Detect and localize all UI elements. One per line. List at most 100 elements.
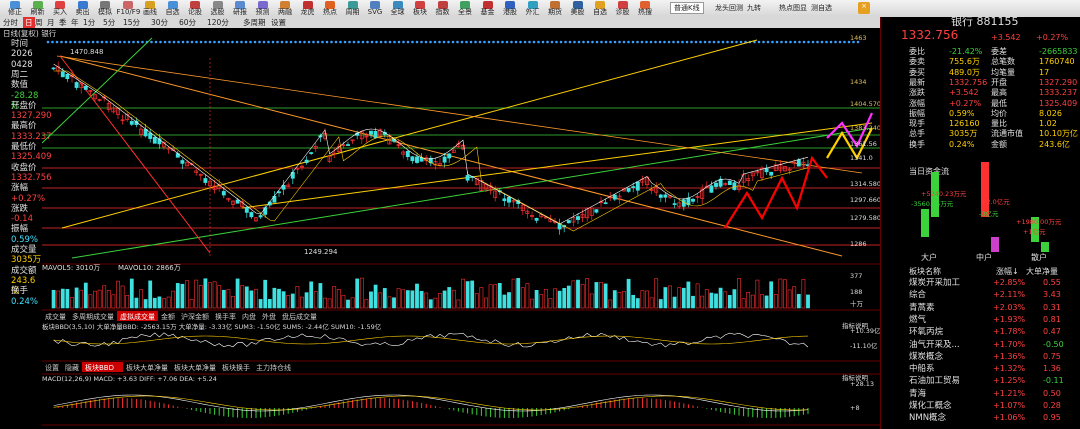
sector-header[interactable]: 涨幅↓	[996, 267, 1019, 276]
volume-bar	[635, 298, 640, 309]
volume-bar	[580, 284, 585, 309]
close-icon[interactable]: ×	[858, 2, 870, 14]
toolbar-icon	[100, 1, 110, 9]
toolbar-right-button[interactable]: 龙头回测	[715, 4, 743, 12]
candle-body	[695, 196, 700, 198]
candle-body	[157, 138, 162, 145]
sector-name[interactable]: 煤炭开采加工	[909, 278, 961, 288]
volume-bar	[576, 279, 580, 309]
timeline-dot	[96, 40, 99, 44]
toolbar-button[interactable]: 热点	[319, 1, 341, 16]
quote-value: -2665833	[1039, 47, 1078, 56]
toolbar-button[interactable]: 指数	[432, 1, 454, 16]
toolbar-button[interactable]: 两融	[274, 1, 296, 16]
toolbar-button[interactable]: 周期	[342, 1, 364, 16]
sector-name[interactable]: 青海	[909, 388, 927, 399]
timeline-dot	[816, 40, 819, 44]
toolbar-button[interactable]: 自选	[162, 1, 184, 16]
toolbar-button[interactable]: F10/F9	[117, 1, 140, 16]
sector-name[interactable]: 中船系	[909, 364, 935, 375]
toolbar-button[interactable]: 期货	[544, 1, 566, 16]
timeline-dot	[438, 40, 441, 44]
toolbar-button[interactable]: 全球	[387, 1, 409, 16]
volume-bar	[796, 293, 801, 309]
period-tab[interactable]: 30分	[151, 18, 169, 27]
timeline-dot	[600, 40, 603, 44]
period-tab[interactable]: 1分	[83, 18, 96, 27]
toolbar-icon	[640, 1, 650, 9]
period-tab[interactable]: 分时	[3, 18, 18, 27]
toolbar-button[interactable]: 板块	[409, 1, 431, 16]
info-high: 1333.237	[11, 131, 52, 142]
toolbar-button[interactable]: 卖出	[72, 1, 94, 16]
info-change: -0.14	[11, 214, 33, 225]
sector-net: 3.43	[1043, 290, 1061, 300]
toolbar-right-button[interactable]: 热点图显	[779, 4, 807, 12]
toolbar-button[interactable]: 热搜	[634, 1, 656, 16]
toolbar-right-button[interactable]: 九转	[747, 4, 761, 12]
timeline-dot	[339, 40, 342, 44]
volume-bar	[732, 289, 737, 309]
sector-name[interactable]: 煤化工概念	[909, 401, 952, 411]
period-tab[interactable]: 月	[47, 18, 55, 27]
candle-body	[346, 144, 350, 146]
volume-bar	[74, 287, 79, 309]
toolbar-button[interactable]: 刷新	[27, 1, 49, 16]
sector-name[interactable]: 环氧丙烷	[909, 327, 944, 338]
timeline-dot	[447, 40, 450, 44]
kline-chart[interactable]: 1470.848 1249.294 1463 1434 1404.570 1383.240…	[42, 28, 880, 426]
volume-tab: 内盘	[242, 312, 256, 321]
sector-pct: +2.03%	[993, 302, 1026, 312]
toolbar-button[interactable]: 龙虎	[297, 1, 319, 16]
toolbar-button[interactable]: 研报	[229, 1, 251, 16]
period-tab[interactable]: 60分	[179, 18, 197, 27]
sector-header[interactable]: 大单净量	[1026, 267, 1058, 276]
period-tab[interactable]: 15分	[123, 18, 141, 27]
sector-name[interactable]: 燃气	[909, 314, 927, 325]
period-tab[interactable]: 年	[71, 18, 79, 27]
quote-value: 0.24%	[949, 139, 975, 149]
toolbar-button[interactable]: 港股	[499, 1, 521, 16]
sector-name[interactable]: 石油加工贸易	[909, 376, 961, 387]
sector-name[interactable]: 油气开采及...	[909, 339, 960, 350]
toolbar-button[interactable]: 选股	[207, 1, 229, 16]
sector-name[interactable]: 青蒿素	[909, 302, 935, 313]
period-tab[interactable]: 多周期	[243, 18, 266, 27]
toolbar-button[interactable]: 买入	[49, 1, 71, 16]
sector-header[interactable]: 板块名称	[909, 267, 941, 276]
projection-zigzag	[724, 155, 828, 229]
sector-name[interactable]: NMN概念	[909, 413, 947, 424]
toolbar-right-button[interactable]: 测自选	[811, 4, 832, 12]
toolbar-button[interactable]: 诊股	[612, 1, 634, 16]
toolbar-button[interactable]: 外汇	[522, 1, 544, 16]
period-tab[interactable]: 季	[59, 18, 67, 27]
toolbar-button[interactable]: 论股	[184, 1, 206, 16]
toolbar-button[interactable]: 模拟	[94, 1, 116, 16]
toolbar-button[interactable]: 预测	[252, 1, 274, 16]
toolbar-label: 买入	[53, 8, 67, 16]
candle-body	[635, 181, 640, 191]
volume-bar	[750, 294, 755, 309]
period-tab[interactable]: 120分	[207, 18, 229, 27]
volume-ma5-legend: MAVOL5: 3010万	[42, 264, 100, 272]
toolbar-button[interactable]: 画线	[139, 1, 161, 16]
toolbar-button[interactable]: SVG	[364, 1, 386, 16]
timeline-dot	[469, 40, 473, 44]
toolbar-button[interactable]: 美股	[567, 1, 589, 16]
period-tab[interactable]: 周	[35, 18, 43, 27]
toolbar-button[interactable]: 基金	[477, 1, 499, 16]
volume-bar	[79, 289, 84, 309]
volume-bar	[520, 287, 525, 309]
period-tab[interactable]: 日	[23, 17, 35, 28]
timeline-dot	[109, 40, 113, 44]
sector-name[interactable]: 综合	[909, 290, 927, 301]
toolbar-button[interactable]: 自选	[589, 1, 611, 16]
kline-type-select[interactable]: 普通K线	[670, 2, 704, 14]
quote-value: 755.6万	[949, 57, 980, 67]
period-tab[interactable]: 5分	[103, 18, 116, 27]
toolbar-button[interactable]: 全景	[454, 1, 476, 16]
toolbar-button[interactable]: 修正	[4, 1, 26, 16]
period-tab[interactable]: 设置	[271, 18, 286, 27]
sector-name[interactable]: 煤炭概念	[909, 351, 944, 362]
toolbar-label: 卖出	[75, 8, 90, 16]
